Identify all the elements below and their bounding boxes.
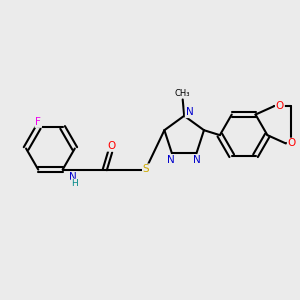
Text: H: H bbox=[71, 179, 78, 188]
Text: CH₃: CH₃ bbox=[175, 89, 190, 98]
Text: O: O bbox=[107, 141, 116, 151]
Text: F: F bbox=[35, 117, 41, 127]
Text: O: O bbox=[276, 101, 284, 111]
Text: O: O bbox=[288, 139, 296, 148]
Text: N: N bbox=[69, 172, 77, 182]
Text: N: N bbox=[167, 155, 174, 165]
Text: S: S bbox=[143, 164, 149, 174]
Text: N: N bbox=[186, 107, 194, 117]
Text: N: N bbox=[193, 155, 200, 165]
